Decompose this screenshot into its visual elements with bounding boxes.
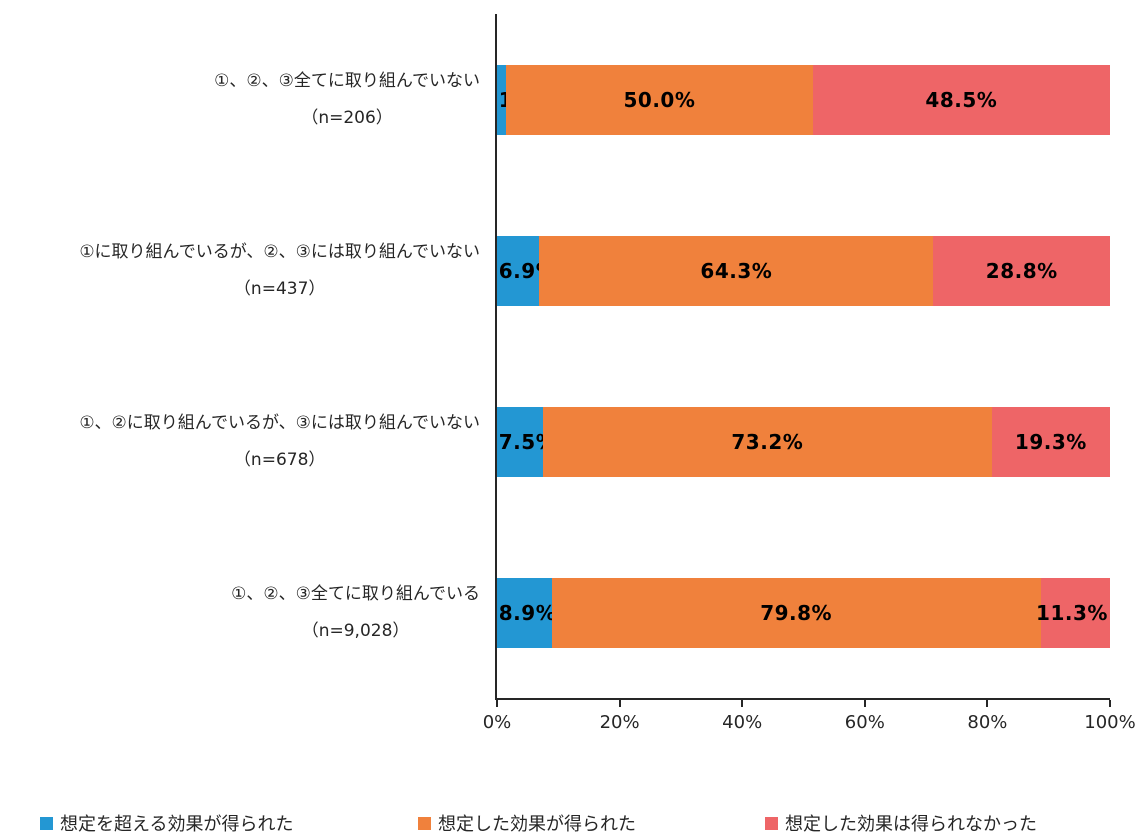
category-name: ①、②に取り組んでいるが、③には取り組んでいない (79, 412, 480, 433)
x-tick-mark (741, 700, 744, 707)
category-label: ①に取り組んでいるが、②、③には取り組んでいない （n=437） (0, 234, 484, 308)
bar-segment-series-1 (539, 235, 934, 306)
category-label: ①、②に取り組んでいるが、③には取り組んでいない （n=678） (0, 405, 484, 479)
category-n-count: （n=9,028） (301, 620, 410, 641)
bar-row: 8.9% 79.8% 11.3% (497, 577, 1110, 648)
bar-segment-series-0 (497, 235, 540, 306)
x-tick-label: 40% (722, 712, 763, 733)
bar-row: 1.5%50.0%48.5% (497, 64, 1110, 135)
value-label: 73.2% (731, 429, 804, 454)
bar-segment-series-2 (812, 64, 1110, 135)
bar-segment-series-2 (933, 235, 1110, 306)
bar-segment-series-0 (497, 406, 543, 477)
bar-segment-series-0 (497, 64, 507, 135)
bar-segment-series-1 (551, 577, 1041, 648)
value-label: 8.9% (498, 600, 557, 625)
category-label-text: ①に取り組んでいるが、②、③には取り組んでいない （n=437） (79, 234, 484, 308)
legend-item: 想定した効果が得られた (418, 810, 636, 836)
legend-item: 想定を超える効果が得られた (40, 810, 293, 836)
bar-segment-series-2 (991, 406, 1110, 477)
bar-segment-series-1 (506, 64, 813, 135)
category-n-count: （n=678） (233, 449, 326, 470)
value-label: 48.5% (925, 87, 998, 112)
category-label: ①、②、③全てに取り組んでいない （n=206） (0, 63, 484, 137)
bar-segment-series-1 (542, 406, 992, 477)
legend-item: 想定した効果は得られなかった (765, 810, 1037, 836)
x-tick-label: 60% (844, 712, 885, 733)
x-tick-mark (986, 700, 989, 707)
x-tick-label: 80% (967, 712, 1008, 733)
value-label: 28.8% (985, 258, 1058, 283)
category-name: ①に取り組んでいるが、②、③には取り組んでいない (79, 241, 480, 262)
category-n-count: （n=206） (301, 107, 393, 128)
value-label: 79.8% (760, 600, 833, 625)
x-tick-mark (618, 700, 621, 707)
x-tick-mark (1109, 700, 1111, 707)
plot-area: 1.5%50.0%48.5%6.9%64.3%28.8%7.5%73.2%19.… (495, 14, 1110, 700)
value-label: 50.0% (623, 87, 696, 112)
category-label: ①、②、③全てに取り組んでいる （n=9,028） (0, 576, 484, 650)
bar-row: 6.9% 64.3% 28.8% (497, 235, 1110, 306)
bar-segment-series-0 (497, 577, 552, 648)
category-name: ①、②、③全てに取り組んでいない (214, 70, 480, 91)
legend-label: 想定を超える効果が得られた (60, 814, 294, 835)
x-tick-mark (496, 700, 498, 707)
category-name: ①、②、③全てに取り組んでいる (231, 583, 480, 604)
category-label-text: ①、②、③全てに取り組んでいる （n=9,028） (231, 576, 484, 650)
category-n-count: （n=437） (233, 278, 326, 299)
legend-swatch-icon (418, 816, 431, 830)
legend-swatch-icon (40, 816, 53, 830)
value-label: 19.3% (1014, 429, 1087, 454)
x-tick-label: 100% (1084, 712, 1136, 733)
value-label: 11.3% (1036, 600, 1108, 625)
bar-segment-series-2 (1040, 577, 1110, 648)
legend-swatch-icon (765, 816, 778, 830)
category-label-text: ①、②、③全てに取り組んでいない （n=206） (214, 63, 484, 137)
legend-label: 想定した効果は得られなかった (785, 814, 1037, 835)
bar-row: 7.5% 73.2% 19.3% (497, 406, 1110, 477)
x-tick-mark (863, 700, 866, 707)
x-tick-label: 20% (599, 712, 640, 733)
x-tick-label: 0% (482, 712, 512, 733)
category-label-text: ①、②に取り組んでいるが、③には取り組んでいない （n=678） (79, 405, 484, 479)
legend-label: 想定した効果が得られた (438, 814, 636, 835)
value-label: 64.3% (700, 258, 773, 283)
